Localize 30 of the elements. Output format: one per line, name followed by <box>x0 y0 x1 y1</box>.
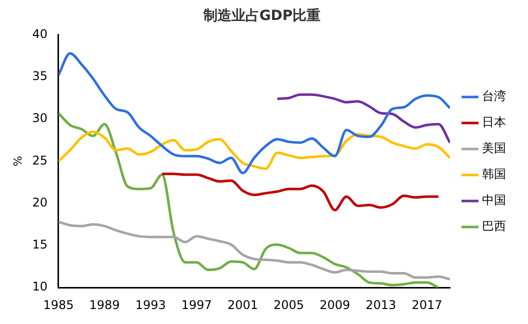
legend-label: 巴西 <box>482 219 506 234</box>
x-tick-label: 2013 <box>366 298 396 312</box>
y-tick-label: 15 <box>32 238 48 252</box>
y-axis-title: % <box>11 156 24 166</box>
y-tick-label: 40 <box>32 26 48 41</box>
line-series <box>58 52 450 174</box>
y-tick-label: 35 <box>32 69 48 84</box>
x-tick-label: 1993 <box>135 298 166 312</box>
line-series <box>276 93 450 144</box>
legend-label: 中国 <box>482 193 506 208</box>
x-tick-label: 1997 <box>181 298 212 312</box>
line-series <box>58 130 450 170</box>
legend-label: 日本 <box>482 115 506 130</box>
y-tick-label: 20 <box>32 195 48 210</box>
x-tick-label: 1989 <box>89 298 120 312</box>
y-tick-label: 10 <box>32 280 48 294</box>
x-tick-label: 1985 <box>43 298 74 312</box>
y-tick-label: 30 <box>32 111 48 126</box>
chart-title: 制造业占GDP比重 <box>202 8 321 24</box>
x-tick-label: 2005 <box>274 298 304 312</box>
x-tick-label: 2009 <box>320 298 350 312</box>
line-series <box>160 172 440 212</box>
legend-label: 韩国 <box>482 167 506 182</box>
line-series <box>58 112 440 288</box>
x-tick-label: 2001 <box>227 298 258 312</box>
legend-label: 台湾 <box>482 89 506 104</box>
legend-label: 美国 <box>482 141 506 156</box>
x-tick-label: 2017 <box>412 298 442 312</box>
y-tick-label: 25 <box>32 153 48 168</box>
line-series <box>58 220 450 280</box>
